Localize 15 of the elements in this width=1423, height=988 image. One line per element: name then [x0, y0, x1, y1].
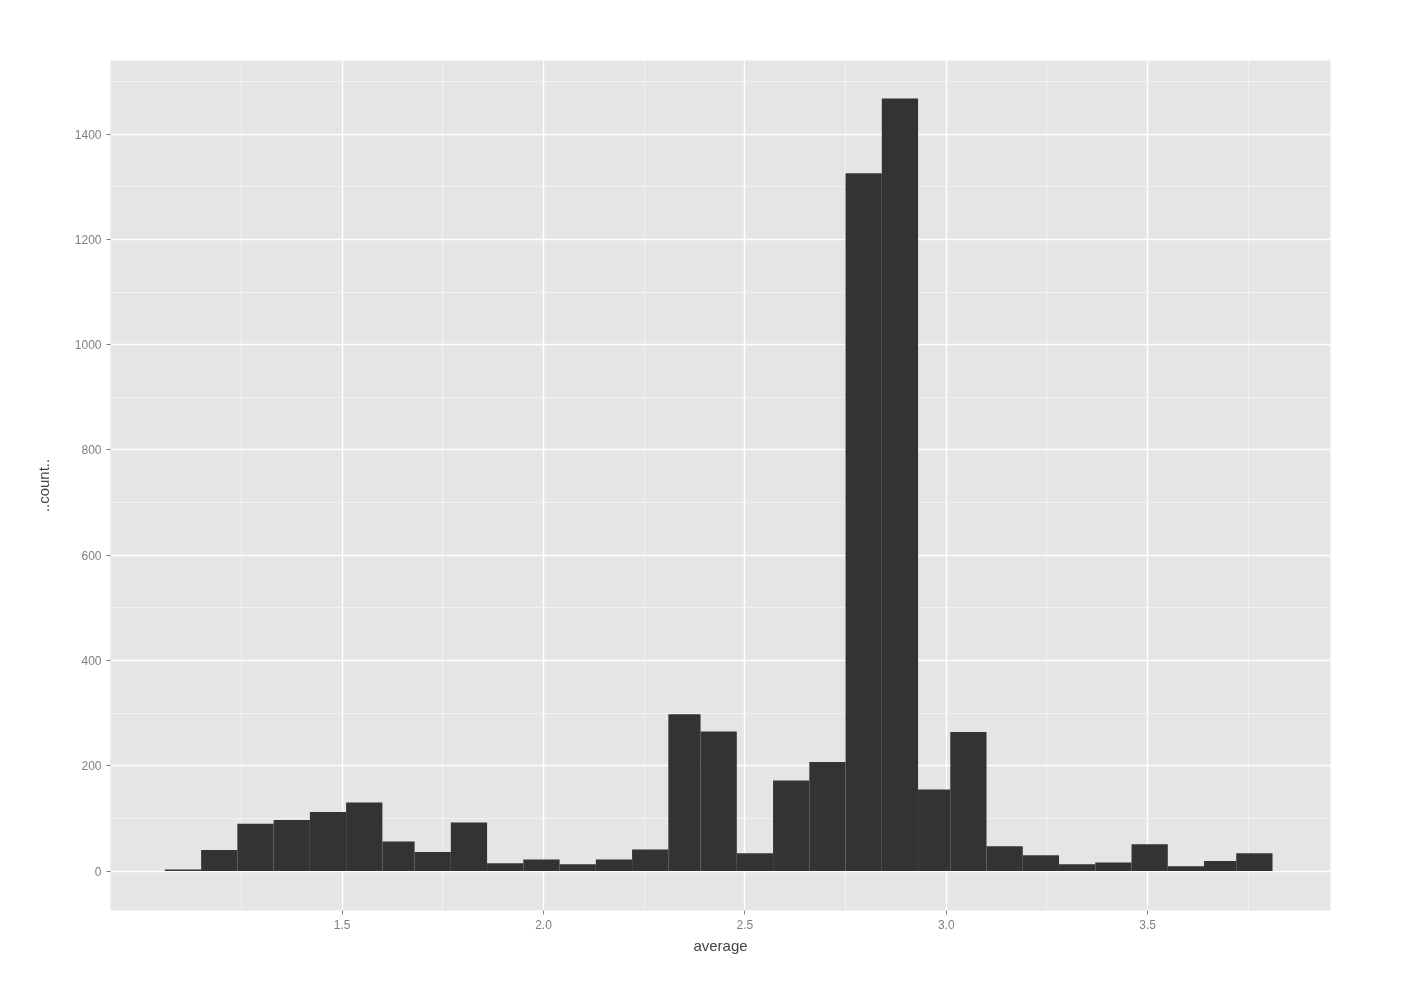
y-tick-label: 400 — [81, 654, 102, 668]
y-tick-label: 0 — [94, 864, 102, 879]
x-tick-label: 3.5 — [1139, 917, 1157, 932]
y-axis-title: ..count.. — [34, 458, 52, 513]
y-tick-label: 200 — [81, 759, 102, 774]
y-tick-label: 1400 — [74, 127, 102, 142]
x-axis-title: average — [693, 936, 748, 954]
y-tick-label: 1200 — [74, 232, 102, 247]
x-tick-label: 3.0 — [937, 917, 955, 932]
x-tick-label: 2.5 — [736, 917, 754, 932]
y-tick-label: 800 — [81, 443, 102, 458]
x-tick-label: 1.5 — [333, 917, 351, 932]
y-tick-label: 1000 — [74, 338, 102, 353]
x-tick-label: 2.0 — [535, 917, 553, 932]
y-tick-label: 600 — [81, 548, 102, 563]
